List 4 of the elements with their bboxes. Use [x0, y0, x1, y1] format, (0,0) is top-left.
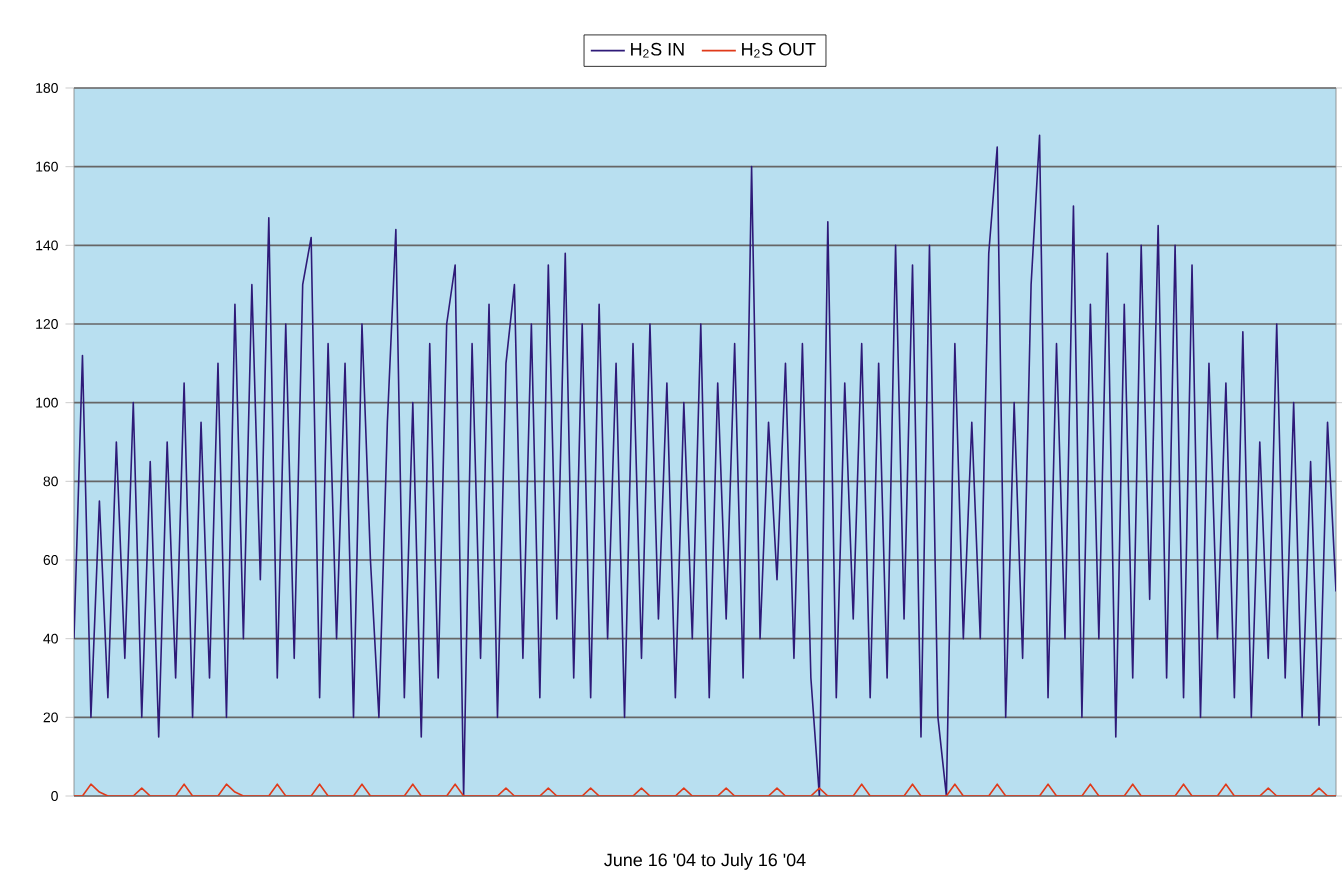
x-axis-title: June 16 '04 to July 16 '04 — [604, 853, 806, 870]
legend-label: H$_{2}$S IN — [631, 42, 684, 58]
line-series — [74, 134, 1337, 796]
legend-label: H$_{2}$S OUT — [742, 42, 816, 58]
